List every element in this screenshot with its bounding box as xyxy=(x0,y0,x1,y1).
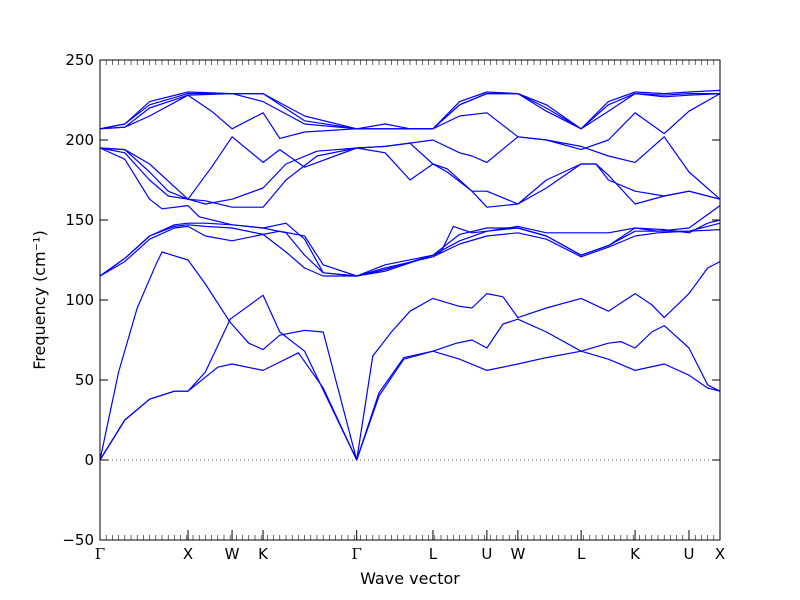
band-line-4 xyxy=(99,222,721,277)
y-tick-label: 150 xyxy=(65,211,94,229)
x-tick-label: X xyxy=(183,545,193,563)
x-tick-label: K xyxy=(258,545,269,563)
x-tick-label: W xyxy=(510,545,525,563)
x-tick-label: K xyxy=(630,545,641,563)
y-tick-label: 50 xyxy=(75,371,94,389)
y-tick-label: 200 xyxy=(65,131,94,149)
band-line-7 xyxy=(99,147,721,277)
x-tick-label: L xyxy=(577,545,586,563)
y-tick-label: 0 xyxy=(84,451,94,469)
x-tick-label: U xyxy=(684,545,695,563)
x-tick-label: U xyxy=(481,545,492,563)
minor-x-ticks xyxy=(105,60,715,540)
band-line-3 xyxy=(99,251,721,461)
y-axis-ticks: −50 0 50 100 150 200 250 xyxy=(62,51,720,549)
band-line-6 xyxy=(99,205,721,277)
x-tick-label: L xyxy=(429,545,438,563)
band-line-14 xyxy=(99,89,721,130)
x-tick-label: W xyxy=(225,545,240,563)
y-tick-label: 250 xyxy=(65,51,94,69)
band-line-9 xyxy=(99,147,721,205)
plot-area xyxy=(100,60,720,540)
y-axis-label: Frequency (cm⁻¹) xyxy=(30,230,49,369)
band-line-10 xyxy=(99,136,721,200)
x-tick-label: Γ xyxy=(351,545,361,563)
band-line-2 xyxy=(99,294,721,461)
x-tick-label: Γ xyxy=(95,545,105,563)
band-lines xyxy=(99,89,721,461)
x-tick-label: X xyxy=(715,545,725,563)
y-tick-label: −50 xyxy=(62,531,94,549)
x-axis-label: Wave vector xyxy=(360,569,460,588)
band-line-13 xyxy=(99,93,720,130)
y-tick-label: 100 xyxy=(65,291,94,309)
